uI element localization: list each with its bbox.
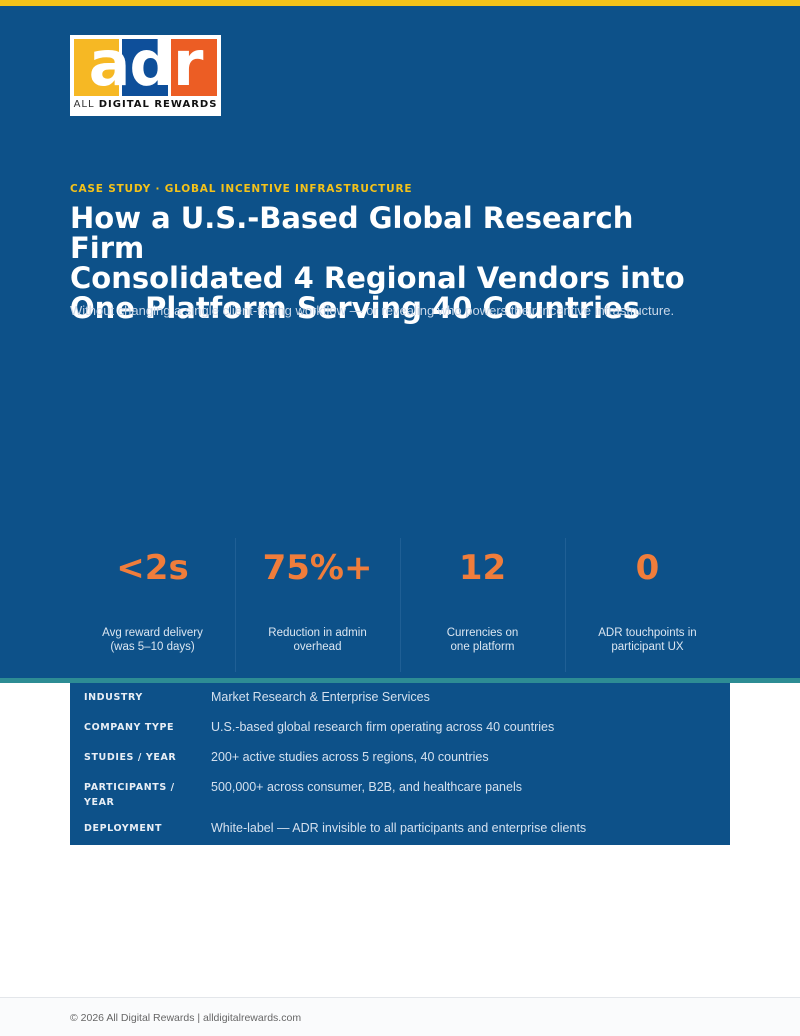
profile-key-line: PARTICIPANTS / (84, 782, 175, 793)
profile-value: 500,000+ across consumer, B2B, and healt… (211, 780, 522, 794)
eyebrow-label: CASE STUDY · GLOBAL INCENTIVE INFRASTRUC… (70, 183, 413, 195)
profile-key: PARTICIPANTS / YEAR (84, 780, 194, 810)
stat-value: 75%+ (262, 548, 373, 588)
footer-text: © 2026 All Digital Rewards | alldigitalr… (70, 1012, 302, 1024)
teal-divider (0, 678, 800, 683)
stat-value: 0 (635, 548, 660, 588)
logo-yellow-block (74, 39, 119, 96)
logo-blue-block (122, 39, 168, 96)
logo-orange-block (171, 39, 217, 96)
profile-key-line: INDUSTRY (84, 692, 143, 703)
profile-key-line: STUDIES / YEAR (84, 752, 177, 763)
stat-value: <2s (116, 548, 189, 588)
stat-label-line: Reduction in admin (268, 627, 367, 639)
stat-label-line: one platform (450, 641, 515, 653)
page-footer: © 2026 All Digital Rewards | alldigitalr… (0, 997, 800, 1036)
logo-letters: adr (88, 27, 204, 100)
profile-value: White-label — ADR invisible to all parti… (211, 821, 587, 835)
page-subtitle: Without changing a single client-facing … (70, 303, 675, 318)
stat-currencies: 12 Currencies on one platform (400, 538, 566, 672)
logo-word-all: ALL (73, 99, 95, 110)
stat-label-line: Currencies on (446, 627, 519, 639)
stat-label-line: overhead (293, 641, 342, 653)
title-line: Consolidated 4 Regional Vendors into (70, 261, 685, 295)
stat-label-line: (was 5–10 days) (110, 641, 195, 653)
stat-label: Currencies on one platform (400, 626, 565, 654)
title-line: How a U.S.-Based Global Research Firm (70, 201, 634, 265)
stat-label-line: participant UX (611, 641, 684, 653)
profile-key-line: DEPLOYMENT (84, 823, 163, 834)
profile-key-line: YEAR (84, 797, 115, 808)
logo-word-digital-rewards: DIGITAL REWARDS (98, 99, 218, 110)
stat-label: ADR touchpoints in participant UX (565, 626, 730, 654)
profile-key: COMPANY TYPE (84, 720, 194, 735)
stat-label: Avg reward delivery (was 5–10 days) (70, 626, 235, 654)
profile-key: DEPLOYMENT (84, 821, 194, 836)
stat-label-line: ADR touchpoints in (598, 627, 697, 639)
title-line: One Platform Serving 40 Countries (70, 291, 641, 325)
page-title: How a U.S.-Based Global Research Firm Co… (70, 203, 710, 323)
profile-key-line: COMPANY TYPE (84, 722, 175, 733)
stat-admin-overhead: 75%+ Reduction in admin overhead (235, 538, 401, 672)
company-profile-table: INDUSTRY Market Research & Enterprise Se… (70, 683, 730, 845)
stats-row: <2s Avg reward delivery (was 5–10 days) 7… (70, 538, 730, 672)
logo-wordmark: ALL DIGITAL REWARDS (70, 99, 221, 110)
stat-label-line: Avg reward delivery (102, 627, 203, 639)
profile-key: STUDIES / YEAR (84, 750, 194, 765)
stat-label: Reduction in admin overhead (235, 626, 400, 654)
profile-value: 200+ active studies across 5 regions, 40… (211, 750, 489, 764)
profile-value: Market Research & Enterprise Services (211, 690, 430, 704)
stat-touchpoints: 0 ADR touchpoints in participant UX (565, 538, 730, 672)
stat-value: 12 (458, 548, 507, 588)
adr-logo: adr ALL DIGITAL REWARDS (70, 29, 221, 116)
top-accent-bar (0, 0, 800, 6)
profile-value: U.S.-based global research firm operatin… (211, 720, 555, 734)
stat-delivery: <2s Avg reward delivery (was 5–10 days) (70, 538, 236, 672)
profile-key: INDUSTRY (84, 690, 194, 705)
